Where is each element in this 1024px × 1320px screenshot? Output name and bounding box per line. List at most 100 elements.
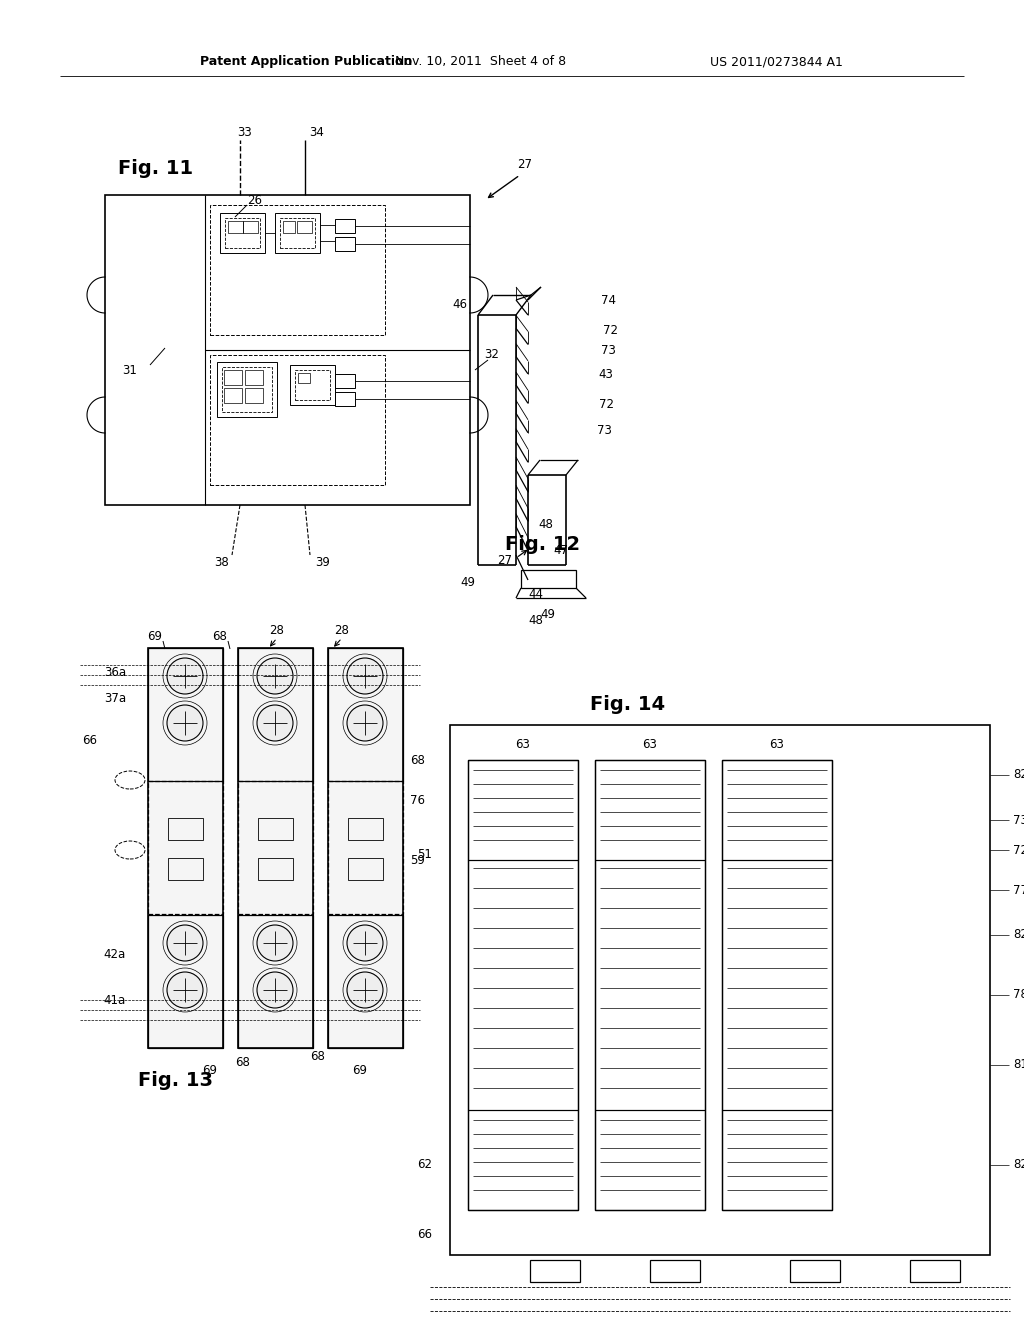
Text: 63: 63	[643, 738, 657, 751]
Text: 69: 69	[352, 1064, 368, 1077]
Text: 46: 46	[453, 298, 468, 312]
Bar	[595, 760, 705, 861]
Text: 74: 74	[600, 293, 615, 306]
Text: 51: 51	[417, 849, 432, 862]
Bar	[910, 1261, 961, 1282]
Bar	[295, 370, 330, 400]
Bar	[168, 858, 203, 880]
Bar	[335, 392, 355, 407]
Text: 37a: 37a	[104, 692, 126, 705]
Text: 82: 82	[1013, 768, 1024, 781]
Text: Fig. 14: Fig. 14	[590, 696, 666, 714]
Bar	[228, 220, 243, 234]
Text: 73: 73	[597, 424, 611, 437]
Text: 41a: 41a	[103, 994, 126, 1006]
Bar	[595, 1110, 705, 1210]
Bar	[328, 648, 403, 781]
Bar	[280, 218, 315, 248]
Bar	[258, 818, 293, 840]
Bar	[224, 388, 242, 403]
Text: 77: 77	[1013, 883, 1024, 896]
Bar	[722, 760, 831, 861]
Text: 81: 81	[1013, 1059, 1024, 1072]
Text: US 2011/0273844 A1: US 2011/0273844 A1	[710, 55, 843, 69]
Text: 49: 49	[461, 577, 475, 590]
Circle shape	[347, 925, 383, 961]
Text: 68: 68	[236, 1056, 251, 1068]
Text: Nov. 10, 2011  Sheet 4 of 8: Nov. 10, 2011 Sheet 4 of 8	[395, 55, 566, 69]
Bar	[468, 1110, 578, 1210]
Bar	[468, 760, 578, 1210]
Text: Fig. 11: Fig. 11	[118, 158, 194, 177]
Circle shape	[347, 705, 383, 741]
Text: 69: 69	[203, 1064, 217, 1077]
Bar	[790, 1261, 840, 1282]
Circle shape	[167, 705, 203, 741]
Text: Fig. 13: Fig. 13	[137, 1071, 213, 1089]
Text: 26: 26	[248, 194, 262, 207]
Text: 49: 49	[541, 609, 555, 622]
Text: 48: 48	[539, 519, 553, 532]
Text: 33: 33	[238, 127, 252, 140]
Text: 34: 34	[309, 127, 325, 140]
Bar	[283, 220, 295, 234]
Bar	[722, 861, 831, 1110]
Bar	[335, 374, 355, 388]
Bar	[148, 915, 223, 1048]
Bar	[650, 1261, 700, 1282]
Text: 72: 72	[598, 399, 613, 412]
Circle shape	[347, 657, 383, 694]
Text: 39: 39	[315, 557, 331, 569]
Text: 66: 66	[417, 1229, 432, 1242]
Text: 73: 73	[600, 343, 615, 356]
Bar	[220, 213, 265, 253]
Text: 78: 78	[1013, 989, 1024, 1002]
Bar	[225, 218, 260, 248]
Text: 68: 68	[213, 630, 227, 643]
Text: 31: 31	[123, 363, 137, 376]
Bar	[348, 858, 383, 880]
Bar	[238, 648, 313, 1048]
Bar	[245, 388, 263, 403]
Circle shape	[257, 972, 293, 1008]
Bar	[722, 760, 831, 1210]
Bar	[210, 355, 385, 484]
Circle shape	[167, 972, 203, 1008]
Bar	[722, 1110, 831, 1210]
Text: 68: 68	[310, 1049, 326, 1063]
Bar	[222, 367, 272, 412]
Text: Patent Application Publication: Patent Application Publication	[200, 55, 413, 69]
Bar	[297, 220, 312, 234]
Text: 27: 27	[498, 553, 512, 566]
Bar	[224, 370, 242, 385]
Bar	[258, 858, 293, 880]
Bar	[521, 570, 575, 587]
Bar	[290, 366, 335, 405]
Text: 62: 62	[417, 1159, 432, 1172]
Text: 28: 28	[335, 623, 349, 636]
Text: 44: 44	[528, 589, 544, 602]
Text: 76: 76	[410, 793, 425, 807]
Bar	[238, 648, 313, 781]
Circle shape	[257, 657, 293, 694]
Circle shape	[257, 925, 293, 961]
Text: 47: 47	[554, 544, 568, 557]
Bar	[238, 781, 313, 913]
Text: 69: 69	[147, 630, 163, 643]
Text: 72: 72	[1013, 843, 1024, 857]
Circle shape	[167, 925, 203, 961]
Bar	[595, 760, 705, 1210]
Bar	[210, 205, 385, 335]
Text: 63: 63	[770, 738, 784, 751]
Bar	[335, 238, 355, 251]
Text: 73: 73	[1013, 813, 1024, 826]
Bar	[595, 861, 705, 1110]
Bar	[105, 195, 470, 506]
Bar	[328, 781, 403, 913]
Bar	[468, 861, 578, 1110]
Bar	[450, 725, 990, 1255]
Bar	[335, 219, 355, 234]
Text: 28: 28	[269, 623, 285, 636]
Bar	[243, 220, 258, 234]
Bar	[217, 362, 278, 417]
